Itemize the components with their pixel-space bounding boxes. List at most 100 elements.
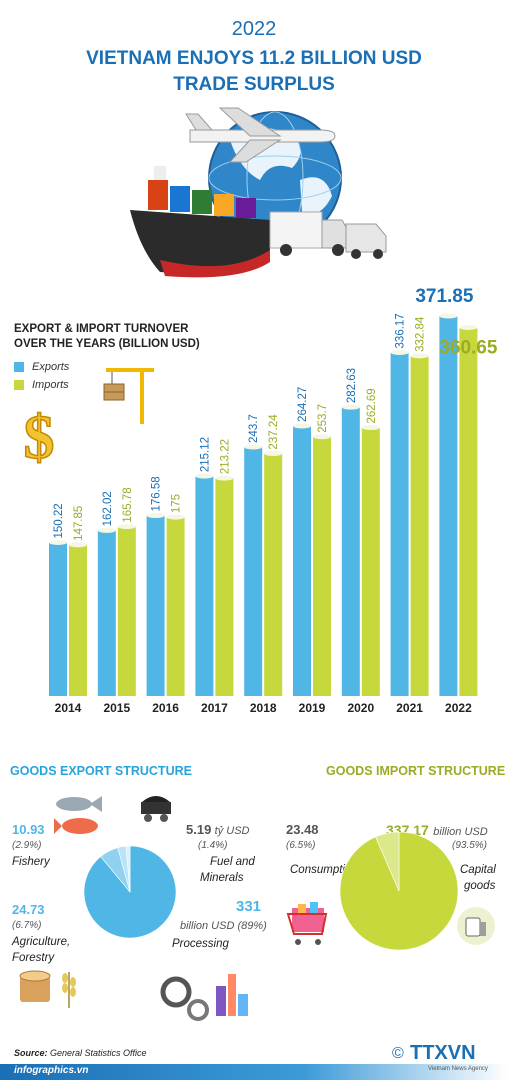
export-value-label-2017: 215.12 [199, 437, 211, 472]
x-tick-label-2017: 2017 [201, 701, 228, 715]
import-bar-2014 [69, 544, 87, 696]
legend-exports-swatch [14, 362, 24, 372]
export-fuel-value-row: 5.19 tỷ USD [186, 822, 250, 837]
export-bar-cap-2022 [439, 313, 458, 319]
import-pie-slice-0 [340, 832, 458, 950]
export-bar-2015 [97, 530, 116, 696]
import-bar-cap-2017 [215, 475, 234, 481]
export-pie-slice-3 [125, 846, 131, 893]
import-consumption-value: 23.48 [286, 822, 319, 837]
import-value-label-2015: 165.78 [122, 487, 134, 522]
x-tick-label-2016: 2016 [152, 701, 179, 715]
export-fuel-unit: tỷ USD [214, 825, 250, 837]
import-value-label-2017: 213.22 [219, 439, 231, 474]
import-bar-2020 [361, 427, 380, 696]
copyright-icon: © [392, 1045, 404, 1062]
fish-icon [54, 796, 102, 834]
agency-logo: TTXVN [410, 1042, 476, 1064]
import-bar-cap-2022 [459, 324, 478, 330]
import-value-label-2020: 262.69 [366, 388, 378, 423]
export-bar-cap-2019 [293, 423, 311, 429]
import-bar-2018 [264, 453, 283, 696]
export-bar-2019 [293, 425, 311, 696]
x-tick-label-2014: 2014 [55, 701, 82, 715]
import-bar-2022 [459, 327, 478, 696]
export-value-label-2020: 282.63 [346, 368, 358, 403]
dollar-icon: $ [23, 403, 56, 470]
export-fishery-label: Fishery [12, 856, 50, 868]
export-value-label-2019: 264.27 [297, 387, 309, 422]
import-capital-label-2: goods [464, 880, 496, 892]
export-bar-2020 [341, 407, 360, 696]
machine-icon [457, 907, 495, 945]
import-capital-label-1: Capital [460, 864, 496, 876]
import-value-label-2021: 332.84 [415, 316, 427, 352]
export-bar-2017 [195, 476, 214, 696]
import-bar-cap-2021 [410, 353, 429, 359]
title-line-2: TRADE SURPLUS [173, 74, 335, 95]
import-pie-slice-1 [375, 832, 400, 892]
import-bar-cap-2019 [313, 434, 331, 440]
legend-imports-swatch [14, 380, 24, 390]
airplane-icon [185, 107, 336, 163]
export-agri-label-1: Agriculture, [12, 936, 71, 948]
legend-exports: Exports [14, 361, 69, 373]
coal-cart-icon [141, 796, 171, 822]
footer-site: infographics.vn [14, 1065, 89, 1076]
legend-exports-label: Exports [32, 361, 70, 373]
export-fuel-label-2: Minerals [200, 872, 244, 884]
x-tick-label-2022: 2022 [445, 701, 472, 715]
import-value-label-2014: 147.85 [73, 506, 85, 541]
title-line-1: VIETNAM ENJOYS 11.2 BILLION USD [86, 48, 422, 69]
import-consumption-label: Consumption [290, 864, 358, 876]
export-fishery-pct: (2.9%) [12, 840, 42, 851]
export-agri-label-2: Forestry [12, 952, 55, 964]
export-bar-2022 [439, 316, 458, 696]
chart-title-line-1: EXPORT & IMPORT TURNOVER [14, 323, 189, 335]
export-bar-2014 [49, 542, 67, 696]
x-tick-label-2018: 2018 [250, 701, 277, 715]
agency-subtitle: Vietnam News Agency [428, 1066, 488, 1072]
footer-bar [0, 1064, 508, 1080]
import-bar-2015 [117, 526, 136, 696]
export-value-label-2015: 162.02 [102, 491, 114, 526]
export-value-label-2016: 176.58 [151, 476, 163, 511]
export-bar-cap-2017 [195, 473, 214, 479]
source-label: Source: [14, 1048, 48, 1058]
bar-chart: 150.22 147.85 2014 162.02 165.78 2015 176.58 17… [49, 286, 498, 715]
export-fuel-pct: (1.4%) [198, 840, 228, 851]
rice-icon [62, 972, 76, 1008]
import-bar-2019 [313, 436, 331, 696]
import-bar-cap-2016 [166, 514, 185, 520]
export-value-label-2022: 371.85 [415, 286, 474, 307]
export-processing-unit: billion USD (89%) [180, 920, 267, 932]
page-title: VIETNAM ENJOYS 11.2 BILLION USD TRADE SU… [0, 46, 508, 98]
export-bar-cap-2021 [390, 349, 409, 355]
export-fuel-value: 5.19 [186, 822, 212, 837]
export-bar-cap-2018 [244, 444, 263, 450]
legend-imports: Imports [14, 379, 69, 391]
shopping-cart-icon [286, 902, 328, 945]
import-bar-cap-2014 [69, 542, 87, 548]
import-bar-cap-2018 [264, 451, 283, 457]
export-bar-2016 [146, 515, 165, 696]
export-bar-cap-2016 [146, 513, 165, 519]
cargo-ship-icon [130, 166, 270, 278]
export-agri-value: 24.73 [12, 902, 45, 917]
export-structure-title: GOODS EXPORT STRUCTURE [10, 764, 192, 778]
import-bar-2017 [215, 478, 234, 696]
export-bar-cap-2020 [341, 404, 360, 410]
import-consumption-pct: (6.5%) [286, 840, 316, 851]
import-bar-cap-2015 [117, 524, 136, 530]
trade-illustration [130, 107, 387, 278]
source-note: Source: General Statistics Office [14, 1048, 147, 1058]
export-processing-label: Processing [172, 938, 229, 950]
import-bar-cap-2020 [361, 425, 380, 431]
export-bar-cap-2014 [49, 539, 67, 545]
import-bar-2016 [166, 517, 185, 696]
import-capital-unit: billion USD [433, 826, 488, 838]
import-value-label-2016: 175 [171, 494, 183, 513]
factory-gears-icon [160, 974, 248, 1021]
header-year: 2022 [231, 18, 277, 40]
export-agri-pct: (6.7%) [12, 920, 42, 931]
